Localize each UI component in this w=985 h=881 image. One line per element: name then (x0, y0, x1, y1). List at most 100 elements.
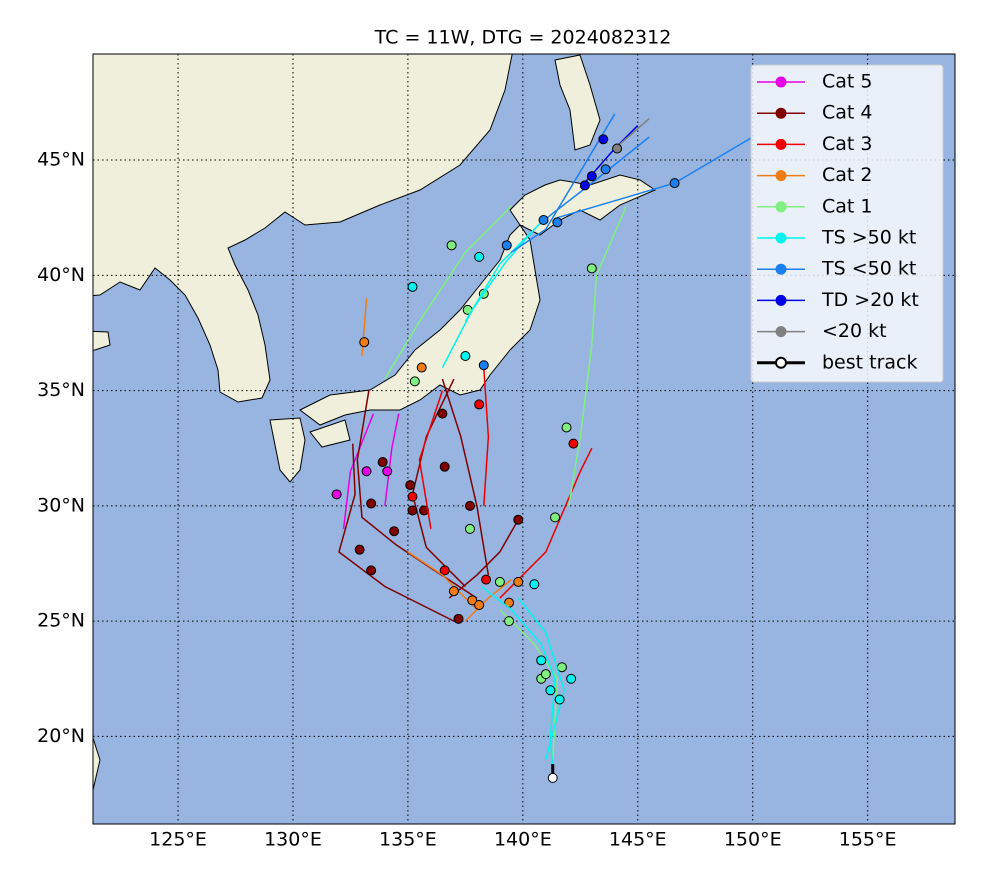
track-point (568, 438, 579, 449)
mainland (93, 54, 513, 403)
x-tick-label: 130°E (264, 829, 322, 851)
ensemble-track (499, 447, 593, 599)
legend-marker (775, 138, 787, 150)
legend-label: <20 kt (822, 320, 887, 342)
track-point (474, 251, 485, 262)
track-point (409, 376, 420, 387)
ensemble-track (384, 413, 400, 506)
taiwan (93, 737, 101, 791)
track-point (439, 565, 450, 576)
x-tick-label: 125°E (149, 829, 207, 851)
track-point (478, 360, 489, 371)
x-tick-label: 140°E (494, 829, 552, 851)
track-point (474, 599, 485, 610)
track-point (361, 466, 372, 477)
track-point (538, 214, 549, 225)
legend-marker (775, 76, 787, 88)
legend-label: TD >20 kt (821, 289, 919, 311)
track-point (547, 772, 558, 783)
ensemble-track (342, 413, 375, 529)
tick-labels: 125°E 130°E 135°E 140°E 145°E 150°E 155°E 20°N 2… (37, 149, 896, 851)
legend-marker (775, 232, 787, 244)
map-frame (92, 53, 956, 825)
ensemble-track (517, 597, 566, 760)
y-tick-label: 30°N (37, 494, 85, 516)
track-point (504, 616, 515, 627)
track-point (545, 685, 556, 696)
track-point (460, 351, 471, 362)
track-point (494, 576, 505, 587)
legend-marker (775, 170, 787, 182)
kyushu (269, 417, 306, 483)
track-point (586, 171, 597, 182)
sakhalin (554, 54, 601, 151)
legend-marker (775, 201, 787, 213)
track-point (550, 512, 561, 523)
track-point (389, 526, 400, 537)
track-point (669, 178, 680, 189)
track-point (600, 164, 611, 175)
track-point (382, 466, 393, 477)
track-point (529, 579, 540, 590)
track-point (561, 422, 572, 433)
legend-marker (775, 326, 787, 338)
y-tick-label: 40°N (37, 264, 85, 286)
shikoku (309, 419, 351, 448)
ensemble-track (614, 117, 650, 150)
legend-marker (775, 263, 787, 275)
legend-label: Cat 3 (822, 133, 873, 155)
y-tick-label: 20°N (37, 725, 85, 747)
ensemble-track (483, 367, 490, 506)
track-point (586, 263, 597, 274)
track-point (416, 362, 427, 373)
track-point (439, 461, 450, 472)
land (93, 54, 657, 791)
track-point (453, 613, 464, 624)
track-point (513, 576, 524, 587)
track-point (359, 337, 370, 348)
track-point (407, 505, 418, 516)
y-tick-label: 25°N (37, 610, 85, 632)
x-tick-label: 135°E (379, 829, 437, 851)
track-point (598, 134, 609, 145)
track-point (556, 662, 567, 673)
legend-label: TS >50 kt (821, 227, 916, 249)
track-point (366, 498, 377, 509)
legend-label: best track (822, 351, 918, 373)
ensemble-track (338, 443, 455, 622)
track-point (448, 586, 459, 597)
ensemble-track (407, 551, 478, 611)
ensemble-track (441, 378, 490, 576)
track-point (554, 694, 565, 705)
honshu (299, 224, 541, 426)
ensemble-track (418, 390, 444, 530)
legend-marker (775, 107, 787, 119)
track-point (467, 595, 478, 606)
track-point (552, 217, 563, 228)
shandong (93, 330, 111, 351)
tracks (331, 113, 754, 783)
x-tick-label: 145°E (609, 829, 667, 851)
legend-marker (775, 294, 787, 306)
track-point (540, 669, 551, 680)
track-point (612, 143, 623, 154)
track-point (464, 500, 475, 511)
legend-label: Cat 1 (822, 195, 873, 217)
track-point (536, 655, 547, 666)
y-tick-label: 45°N (37, 149, 85, 171)
ensemble-track (384, 205, 512, 380)
track-point (464, 523, 475, 534)
ensemble-track (464, 579, 512, 622)
track-point (407, 491, 418, 502)
ensemble-track (510, 113, 616, 253)
track-point (377, 457, 388, 468)
ensemble-track (568, 205, 627, 506)
legend-label: TS <50 kt (821, 258, 916, 280)
track-point (407, 281, 418, 292)
ensemble-track (448, 519, 519, 599)
x-tick-label: 150°E (724, 829, 782, 851)
legend-label: Cat 5 (822, 71, 873, 93)
legend-label: Cat 4 (822, 102, 873, 124)
x-tick-label: 155°E (839, 829, 897, 851)
legend-label: Cat 2 (822, 164, 873, 186)
